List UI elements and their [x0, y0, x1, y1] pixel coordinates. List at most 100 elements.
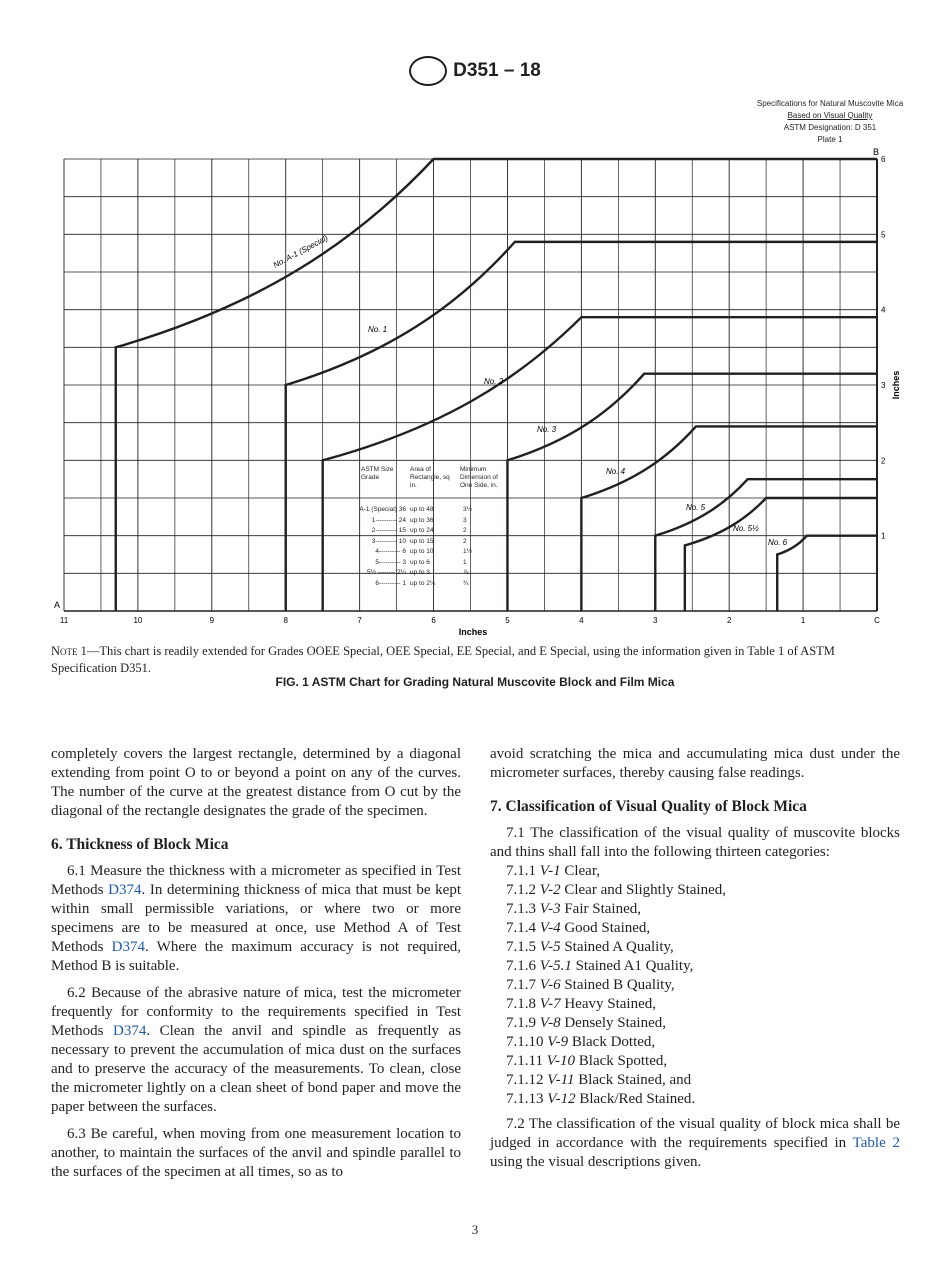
section-heading: 6. Thickness of Block Mica	[51, 836, 229, 853]
x-tick-label: 6	[431, 616, 436, 625]
table-cell: 1½	[463, 548, 473, 555]
x-tick-label: 7	[357, 616, 362, 625]
item-code: V-2	[539, 882, 561, 898]
table-cell: 4---------- 6	[375, 548, 406, 555]
curve-label: No. 4	[606, 467, 626, 476]
item-code: V-6	[539, 977, 561, 993]
category-item: 7.1.7 V-6 Stained B Quality,	[490, 976, 900, 995]
item-text: Good Stained,	[564, 920, 651, 936]
table-cell: up to 10	[410, 548, 434, 555]
grade-curve	[284, 240, 877, 611]
table-cell: up to 15	[410, 537, 434, 545]
table-cell: 3---------- 10	[371, 537, 406, 545]
category-item: 7.1.12 V-11 Black Stained, and	[490, 1071, 900, 1090]
table-cell: ⅞	[463, 569, 469, 576]
text: 6.2 Because of the abrasive nature of mi…	[51, 985, 461, 1039]
item-number: 7.1.6	[506, 958, 536, 974]
item-code: V-9	[547, 1034, 569, 1050]
table-cell: up to 2¼	[410, 579, 436, 587]
d374-link[interactable]: D374	[111, 939, 146, 955]
d374-link[interactable]: D374	[113, 1023, 147, 1039]
grade-curve	[654, 477, 877, 611]
plate-caption: Specifications for Natural Muscovite Mic…	[740, 98, 920, 146]
category-item: 7.1.9 V-8 Densely Stained,	[490, 1014, 900, 1033]
x-tick-label: 3	[653, 616, 658, 625]
astm-logo	[409, 56, 448, 86]
grade-curve	[683, 496, 877, 611]
item-number: 7.1.5	[506, 939, 536, 955]
paragraph-6-3: 6.3 Be careful, when moving from one mea…	[51, 1126, 461, 1180]
item-text: Black Dotted,	[571, 1034, 656, 1050]
item-text: Black Stained, and	[578, 1072, 692, 1088]
table-cell: ¾	[463, 579, 469, 587]
item-code: V-3	[539, 901, 561, 917]
table-cell: 5½ -------- 2¼	[367, 569, 406, 576]
text: 7.2 The classification of the visual qua…	[490, 1116, 900, 1151]
grade-curve	[580, 425, 877, 611]
item-number: 7.1.13	[506, 1091, 544, 1107]
item-text: Black/Red Stained.	[579, 1091, 696, 1107]
text: . In determining thickness of mica that …	[51, 882, 461, 955]
category-list: 7.1.1 V-1 Clear, 7.1.2 V-2 Clear and Slig…	[490, 862, 900, 1109]
table-cell: 2	[463, 537, 467, 545]
table-cell: A-1 (Special) 36	[359, 506, 406, 513]
corner-label-b: B	[873, 147, 879, 157]
curve-label: No. 3	[537, 425, 557, 434]
curve-label: No. A-1 (Special)	[272, 233, 330, 270]
category-item: 7.1.4 V-4 Good Stained,	[490, 919, 900, 938]
table-2-link[interactable]: Table 2	[852, 1135, 900, 1151]
y-tick-label: 5	[881, 230, 886, 239]
plate-line: Plate 1	[817, 135, 843, 144]
item-text: Heavy Stained,	[564, 996, 656, 1012]
item-text: Black Spotted,	[578, 1053, 668, 1069]
grading-chart: 11 10 9 8 7 6 5 4 3 2 1 C 1 2 3 4 5 6 A B Inches Inches No. A-…	[54, 147, 901, 637]
curve-label: No. 1	[368, 325, 387, 334]
item-number: 7.1.2	[506, 882, 536, 898]
category-item: 7.1.5 V-5 Stained A Quality,	[490, 938, 900, 957]
d374-link[interactable]: D374	[108, 882, 142, 898]
table-cell: 2---------- 15	[371, 527, 406, 534]
table-header-min: Minimum Dimension of One Side, in.	[460, 466, 498, 489]
note-label: Note 1	[51, 644, 87, 658]
item-number: 7.1.3	[506, 901, 536, 917]
category-item: 7.1.6 V-5.1 Stained A1 Quality,	[490, 957, 900, 976]
table-cell: 1---------- 24	[371, 516, 406, 524]
x-tick-label: 11	[60, 616, 69, 625]
plate-line: Based on Visual Quality	[787, 111, 873, 120]
table-header-area: Area of Rectangle, sq in.	[410, 466, 450, 489]
curve-label: No. 5	[686, 503, 706, 512]
item-code: V-8	[539, 1015, 561, 1031]
section-heading: 7. Classification of Visual Quality of B…	[490, 798, 807, 815]
x-tick-label: 10	[133, 616, 142, 625]
category-item: 7.1.11 V-10 Black Spotted,	[490, 1052, 900, 1071]
table-cell: up to 24	[410, 527, 434, 534]
curve-label: No. 6	[768, 538, 788, 547]
category-item: 7.1.8 V-7 Heavy Stained,	[490, 995, 900, 1014]
item-text: Stained A1 Quality,	[575, 958, 694, 974]
x-tick-label: 1	[801, 616, 806, 625]
note-1: Note 1—This chart is readily extended fo…	[51, 643, 901, 677]
category-item: 7.1.3 V-3 Fair Stained,	[490, 900, 900, 919]
item-code: V-5	[539, 939, 561, 955]
category-item: 7.1.10 V-9 Black Dotted,	[490, 1033, 900, 1052]
table-cell: 6---------- 1	[375, 579, 406, 587]
item-number: 7.1.7	[506, 977, 536, 993]
table-cell: 2	[463, 527, 467, 534]
item-number: 7.1.12	[506, 1072, 544, 1088]
paragraph-7-1: 7.1 The classification of the visual qua…	[490, 825, 900, 860]
note-text: —This chart is readily extended for Grad…	[51, 644, 835, 675]
paragraph: avoid scratching the mica and accumulati…	[490, 746, 900, 781]
y-tick-label: 3	[881, 381, 886, 390]
x-tick-label: 4	[579, 616, 584, 625]
x-tick-label: C	[874, 616, 880, 625]
category-item: 7.1.1 V-1 Clear,	[490, 862, 900, 881]
y-tick-label: 4	[881, 306, 886, 315]
category-item: 7.1.13 V-12 Black/Red Stained.	[490, 1090, 900, 1109]
corner-label-a: A	[54, 600, 60, 610]
plate-line: Specifications for Natural Muscovite Mic…	[756, 99, 904, 108]
grade-curve	[114, 157, 877, 611]
table-cell: 1	[463, 558, 467, 566]
category-item: 7.1.2 V-2 Clear and Slightly Stained,	[490, 881, 900, 900]
paragraph-6-1: 6.1 Measure the thickness with a microme…	[51, 862, 461, 976]
grade-curve	[776, 534, 877, 611]
